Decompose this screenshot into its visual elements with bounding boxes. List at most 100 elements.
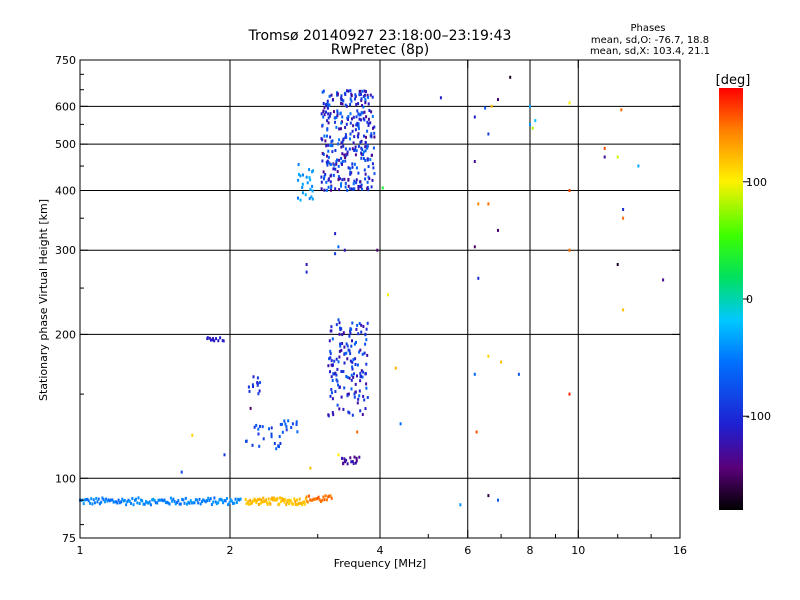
echo-point <box>272 496 275 500</box>
echo-point <box>335 373 338 377</box>
echo-point <box>138 502 141 505</box>
echo-point <box>321 159 324 163</box>
echo-point <box>187 500 190 504</box>
echo-point <box>340 182 343 186</box>
echo-point <box>603 155 606 159</box>
echo-point <box>321 90 324 94</box>
echo-point <box>366 396 369 399</box>
echo-point <box>279 423 282 426</box>
echo-point <box>286 500 289 504</box>
echo-point <box>341 152 344 156</box>
echo-point <box>223 499 226 503</box>
echo-point <box>370 153 373 157</box>
echo-point <box>224 499 227 503</box>
echo-point <box>325 110 327 114</box>
echo-point <box>257 427 260 431</box>
echo-point <box>126 500 129 504</box>
x-tick-label: 2 <box>227 544 234 557</box>
echo-point <box>326 163 329 167</box>
echo-point <box>352 182 355 186</box>
echo-point <box>91 502 94 506</box>
echo-point <box>201 500 203 504</box>
echo-point <box>359 371 362 375</box>
echo-point <box>103 500 106 504</box>
echo-point <box>258 497 261 501</box>
echo-point <box>351 360 354 364</box>
echo-point <box>347 89 350 93</box>
echo-point <box>357 102 360 106</box>
echo-point <box>353 135 356 139</box>
echo-point <box>362 325 365 328</box>
echo-point <box>326 99 329 103</box>
echo-point <box>330 329 333 333</box>
echo-point <box>331 139 334 143</box>
echo-point <box>490 104 493 108</box>
echo-point <box>351 339 353 343</box>
echo-point <box>87 499 90 503</box>
echo-point <box>327 161 330 165</box>
echo-point <box>355 456 358 460</box>
echo-point <box>346 188 349 192</box>
echo-point <box>330 93 333 97</box>
echo-point <box>299 198 302 202</box>
echo-point <box>356 121 359 125</box>
echo-point <box>238 498 241 502</box>
echo-point <box>288 502 290 506</box>
echo-point <box>248 389 251 393</box>
echo-point <box>356 401 359 405</box>
echo-point <box>280 422 283 426</box>
echo-point <box>344 103 347 107</box>
echo-point <box>354 95 357 99</box>
echo-point <box>163 498 166 502</box>
echo-point <box>357 122 360 126</box>
echo-point <box>359 89 361 93</box>
echo-point <box>164 501 167 505</box>
echo-point <box>345 135 348 139</box>
echo-point <box>326 128 329 132</box>
echo-point <box>277 444 280 448</box>
echo-point <box>329 135 332 139</box>
echo-point <box>326 154 328 158</box>
echo-point <box>340 127 342 131</box>
echo-point <box>365 135 367 139</box>
echo-point <box>348 334 351 338</box>
echo-point <box>487 132 490 136</box>
echo-point <box>367 188 370 192</box>
echo-point <box>278 502 281 506</box>
echo-point <box>622 208 625 211</box>
echo-point <box>341 115 344 119</box>
echo-point <box>343 352 346 356</box>
echo-point <box>306 181 309 185</box>
echo-point <box>332 413 335 417</box>
echo-point <box>336 170 339 174</box>
echo-point <box>370 110 373 114</box>
echo-point <box>141 499 144 503</box>
echo-point <box>337 383 339 387</box>
echo-point <box>326 102 329 105</box>
echo-point <box>254 498 257 502</box>
colorbar-label: [deg] <box>716 73 751 88</box>
echo-point <box>338 385 341 389</box>
echo-point <box>361 352 364 356</box>
echo-point <box>255 423 258 427</box>
echo-point <box>334 167 337 171</box>
echo-point <box>290 426 293 429</box>
echo-point <box>352 187 355 191</box>
echo-point <box>353 455 356 459</box>
echo-point <box>344 185 347 189</box>
echo-point <box>267 497 270 501</box>
echo-point <box>305 495 308 499</box>
echo-point <box>142 502 145 506</box>
echo-point <box>364 172 367 176</box>
echo-point <box>336 111 339 115</box>
echo-point <box>357 187 360 191</box>
echo-point <box>365 327 368 331</box>
echo-point <box>487 354 490 358</box>
echo-point <box>620 108 623 112</box>
echo-point <box>179 502 182 506</box>
echo-point <box>333 359 336 363</box>
echo-point <box>350 99 353 103</box>
echo-point <box>327 177 330 181</box>
echo-point <box>622 216 625 220</box>
echo-point <box>314 497 316 501</box>
